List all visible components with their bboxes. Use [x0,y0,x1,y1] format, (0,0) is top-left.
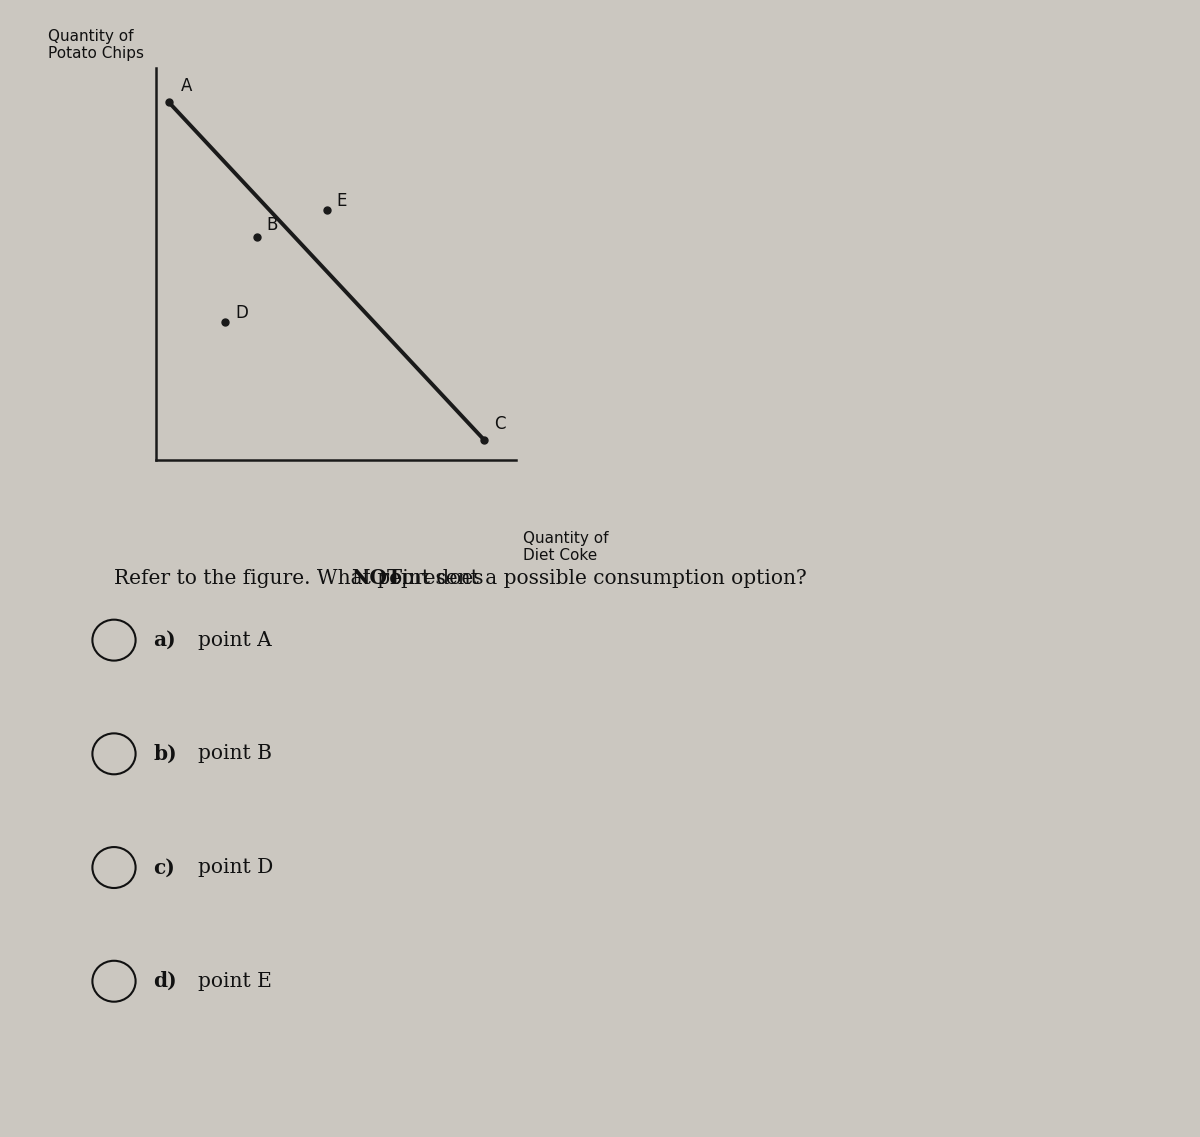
Text: Refer to the figure. What point does: Refer to the figure. What point does [114,568,490,588]
Text: Quantity of
Diet Coke: Quantity of Diet Coke [523,531,608,564]
Text: point B: point B [198,745,272,763]
Text: represent a possible consumption option?: represent a possible consumption option? [373,568,806,588]
Text: B: B [266,216,278,234]
Text: d): d) [154,971,178,991]
Text: A: A [181,77,193,96]
Text: point D: point D [198,858,274,877]
Text: point A: point A [198,631,271,649]
Text: b): b) [154,744,178,764]
Text: C: C [494,415,505,433]
Text: point E: point E [198,972,272,990]
Text: Quantity of
Potato Chips: Quantity of Potato Chips [48,28,144,61]
Text: c): c) [154,857,175,878]
Text: E: E [336,192,347,210]
Text: a): a) [154,630,176,650]
Text: D: D [235,304,248,322]
Text: NOT: NOT [352,568,403,589]
